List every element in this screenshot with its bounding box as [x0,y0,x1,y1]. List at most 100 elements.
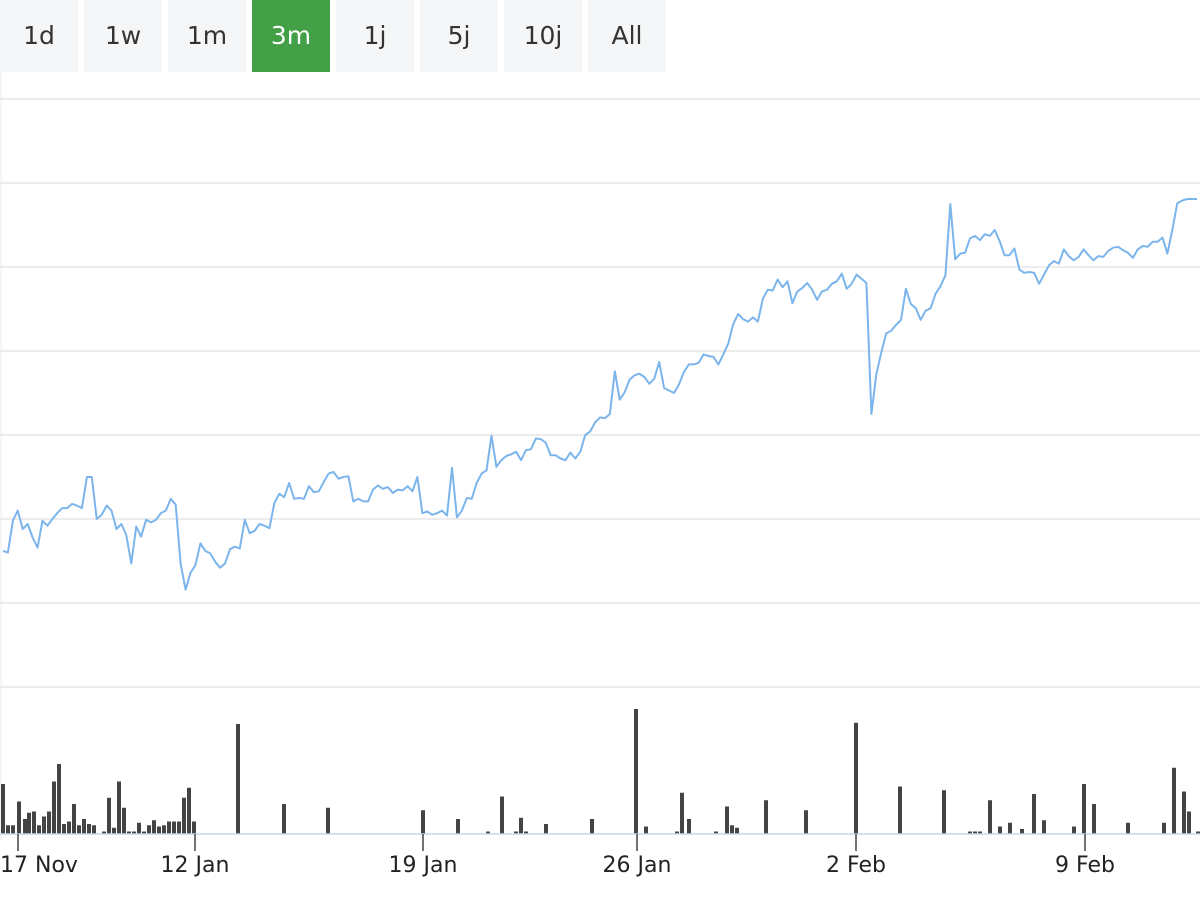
volume-bar [182,797,186,834]
volume-bar [177,821,181,834]
volume-bar [1162,822,1166,834]
volume-bar [137,822,141,834]
volume-bar [82,819,86,834]
price-line-series [2,198,1197,591]
volume-bar [132,831,136,834]
volume-bar [187,787,191,834]
volume-bar [72,804,76,834]
volume-bar [680,792,684,834]
x-tick-label: 12 Jan [161,853,230,878]
volume-bar [687,819,691,834]
volume-bar [157,826,161,834]
volume-bar [236,724,240,834]
volume-bar [804,810,808,834]
volume-bar [192,821,196,834]
volume-bar [52,781,56,834]
volume-bar [92,825,96,834]
volume-bars [1,709,1200,834]
volume-bar [1020,829,1024,834]
volume-bar [62,824,66,834]
volume-bar [675,831,679,834]
volume-bar [500,796,504,834]
volume-bar [6,825,10,834]
volume-bar [942,790,946,834]
volume-bar [456,819,460,834]
volume-bar [127,831,131,834]
volume-bar [1032,794,1036,834]
volume-bar [152,820,156,834]
volume-bar [87,824,91,834]
volume-bar [167,821,171,834]
volume-bar [973,831,977,834]
volume-bar [1187,811,1191,834]
x-axis: 17 Nov 12 Jan 19 Jan 26 Jan 2 Feb 9 Feb [0,833,1200,878]
volume-bar [854,722,858,834]
range-button-1m[interactable]: 1m [168,0,246,72]
volume-bar [1082,784,1086,834]
volume-bar [67,821,71,834]
volume-bar [544,824,548,834]
range-button-1w[interactable]: 1w [84,0,162,72]
volume-bar [147,825,151,834]
volume-bar [282,804,286,834]
volume-bar [421,810,425,834]
volume-bar [988,800,992,834]
volume-bar [77,825,81,834]
volume-bar [725,806,729,834]
volume-bar [1172,767,1176,834]
volume-bar [27,812,31,834]
range-selector: 1d 1w 1m 3m 1j 5j 10j All [0,0,672,72]
volume-bar [968,831,972,834]
volume-bar [172,821,176,834]
volume-bar [1092,804,1096,834]
grid-lines [0,98,1200,688]
x-tick-label: 9 Feb [1055,853,1115,878]
volume-bar [634,709,638,834]
volume-bar [998,826,1002,834]
volume-bar [162,825,166,834]
volume-bar [486,831,490,834]
volume-bar [117,781,121,834]
x-tick-label: 26 Jan [603,853,672,878]
x-tick-label: 17 Nov [0,853,78,878]
chart-frame-left [0,72,2,840]
volume-bar [590,819,594,834]
volume-bar [112,827,116,834]
x-tick-label: 19 Jan [389,853,458,878]
volume-bar [519,817,523,834]
volume-bar [37,825,41,834]
volume-bar [326,807,330,834]
range-button-all[interactable]: All [588,0,666,72]
volume-bar [42,816,46,834]
volume-bar [32,811,36,834]
price-line [2,198,1197,591]
volume-bar [898,786,902,834]
volume-bar [107,797,111,834]
volume-bar [142,831,146,834]
volume-bar [524,831,528,834]
volume-bar [1126,822,1130,834]
volume-bar [1196,831,1200,834]
volume-bar [102,831,106,834]
volume-bar [1,784,5,834]
volume-bar [1182,791,1186,834]
volume-bar [714,831,718,834]
range-button-1j[interactable]: 1j [336,0,414,72]
range-button-5j[interactable]: 5j [420,0,498,72]
range-button-3m[interactable]: 3m [252,0,330,72]
volume-bar [1008,822,1012,834]
volume-bar [730,825,734,834]
volume-bar [644,826,648,834]
volume-bar [47,811,51,834]
volume-bar [514,831,518,834]
volume-bar [23,819,27,834]
volume-bar [57,764,61,834]
volume-bar [978,831,982,834]
volume-bar [1042,820,1046,834]
volume-bar [735,827,739,834]
volume-bar [17,801,21,834]
range-button-1d[interactable]: 1d [0,0,78,72]
range-button-10j[interactable]: 10j [504,0,582,72]
volume-bar [122,807,126,834]
